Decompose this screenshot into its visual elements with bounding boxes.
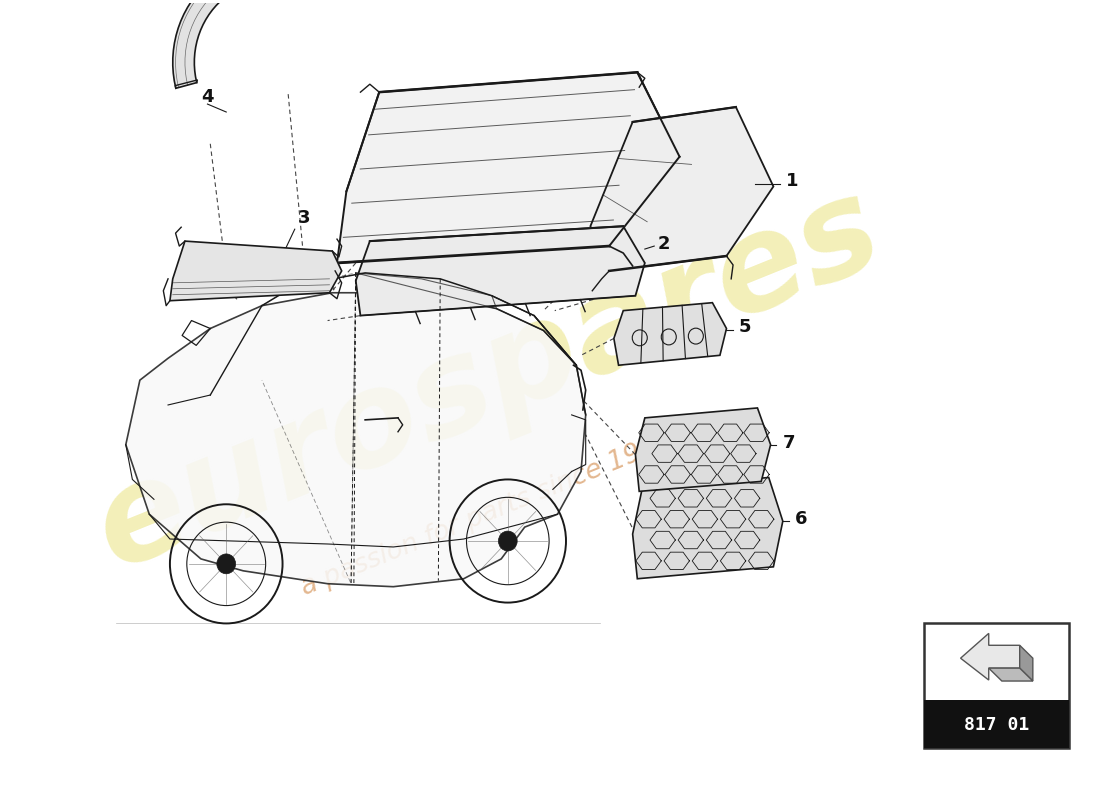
- Text: 3: 3: [298, 210, 310, 227]
- Text: 6: 6: [795, 510, 807, 528]
- Circle shape: [498, 531, 517, 551]
- Text: 2: 2: [658, 235, 671, 253]
- Circle shape: [217, 554, 235, 574]
- Polygon shape: [591, 107, 773, 271]
- Polygon shape: [355, 226, 645, 315]
- Text: a passion for parts since 1985: a passion for parts since 1985: [298, 427, 676, 601]
- Polygon shape: [632, 478, 783, 578]
- Polygon shape: [1020, 646, 1033, 681]
- Text: eurospares: eurospares: [76, 165, 898, 595]
- Bar: [924, 700, 1069, 747]
- Polygon shape: [614, 302, 726, 366]
- FancyBboxPatch shape: [924, 623, 1069, 747]
- Polygon shape: [960, 634, 1020, 680]
- Text: 5: 5: [739, 318, 751, 337]
- Polygon shape: [173, 0, 266, 88]
- Text: 7: 7: [783, 434, 795, 452]
- Polygon shape: [169, 241, 342, 301]
- Text: 817 01: 817 01: [964, 716, 1028, 734]
- Polygon shape: [636, 408, 771, 491]
- Polygon shape: [125, 293, 585, 586]
- Polygon shape: [337, 72, 680, 263]
- Text: 4: 4: [201, 88, 213, 106]
- Polygon shape: [989, 668, 1033, 681]
- Text: 1: 1: [785, 173, 799, 190]
